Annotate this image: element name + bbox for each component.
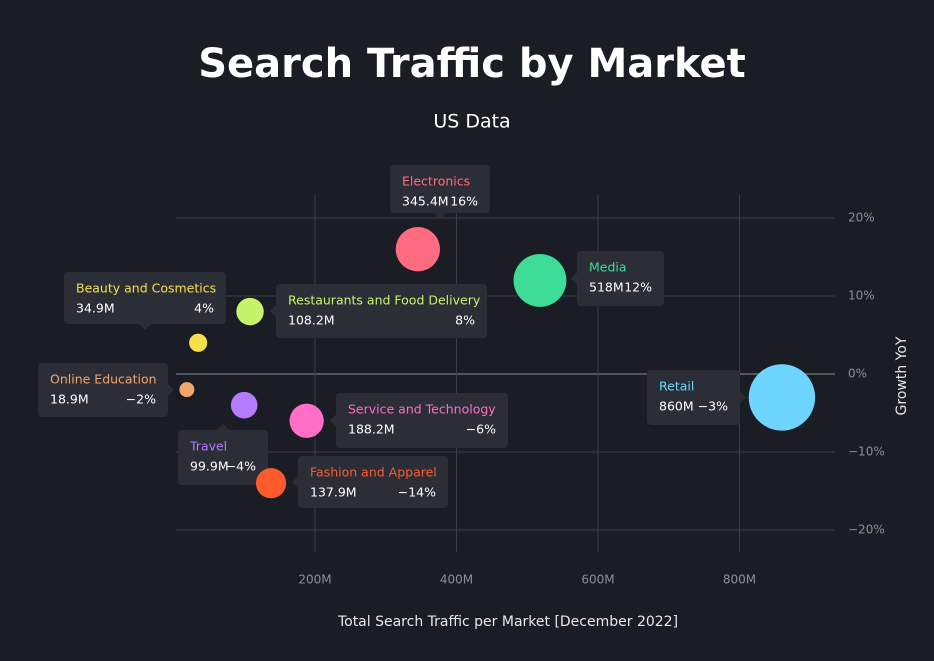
data-label: 99.9M: [190, 459, 229, 474]
data-label: −14%: [398, 485, 436, 500]
callout-box: [336, 393, 508, 448]
data-label: 137.9M: [310, 485, 357, 500]
legend-label: Service and Technology: [348, 402, 496, 417]
callout-box: [390, 165, 490, 213]
y-tick-label: 0%: [848, 367, 867, 381]
x-tick-label: 800M: [723, 573, 756, 587]
bubble: [255, 468, 287, 499]
callout-pointer: [217, 424, 229, 430]
data-label: −3%: [698, 399, 728, 414]
bubble: [189, 333, 208, 352]
data-label: 34.9M: [76, 301, 115, 316]
chart-title: Search Traffic by Market: [198, 41, 746, 87]
callout-pointer: [434, 213, 446, 219]
callout-pointer: [292, 476, 298, 488]
callout-box: [38, 363, 168, 417]
callout-pointer: [139, 324, 151, 330]
chart-subtitle: US Data: [433, 111, 510, 133]
callout-box: [577, 251, 664, 306]
data-label: −2%: [126, 392, 156, 407]
data-label: 8%: [455, 313, 475, 328]
legend-label: Media: [589, 260, 627, 275]
data-label: 518M: [589, 280, 624, 295]
callout-box: [178, 430, 268, 485]
data-label: −6%: [466, 422, 496, 437]
bubble: [236, 297, 264, 326]
bubble: [513, 253, 567, 307]
callout-pointer: [270, 305, 276, 317]
callout-box: [298, 456, 448, 508]
callout-pointer: [740, 391, 746, 404]
legend-label: Retail: [659, 379, 694, 394]
data-label: 12%: [624, 280, 652, 295]
x-tick-label: 200M: [298, 573, 331, 587]
y-tick-label: −20%: [848, 523, 885, 537]
bubble: [748, 364, 816, 431]
legend-label: Restaurants and Food Delivery: [288, 293, 481, 308]
y-tick-label: −10%: [848, 445, 885, 459]
callout-pointer: [571, 272, 577, 285]
data-label: 16%: [450, 194, 478, 209]
data-label: −4%: [226, 459, 256, 474]
callout-pointer: [168, 384, 174, 396]
data-label: 4%: [194, 301, 214, 316]
y-tick-label: 20%: [848, 211, 875, 225]
data-label: 108.2M: [288, 313, 335, 328]
x-tick-label: 600M: [581, 573, 614, 587]
bubble: [395, 227, 441, 272]
callout-pointer: [330, 414, 336, 427]
y-tick-label: 10%: [848, 289, 875, 303]
data-label: 345.4M: [402, 194, 449, 209]
bubble: [230, 391, 258, 419]
bubble: [289, 403, 324, 438]
y-axis-label: Growth YoY: [894, 336, 910, 415]
callout-box: [64, 272, 226, 324]
legend-label: Travel: [189, 439, 227, 454]
callout-box: [276, 284, 487, 338]
legend-label: Online Education: [50, 372, 157, 387]
x-tick-label: 400M: [440, 573, 473, 587]
data-label: 188.2M: [348, 422, 395, 437]
data-label: 18.9M: [50, 392, 89, 407]
legend-label: Beauty and Cosmetics: [76, 281, 216, 296]
legend-label: Electronics: [402, 174, 470, 189]
data-label: 860M: [659, 399, 694, 414]
bubble: [179, 382, 195, 398]
callout-box: [647, 370, 740, 425]
legend-label: Fashion and Apparel: [310, 465, 437, 480]
x-axis-label: Total Search Traffic per Market [Decembe…: [337, 614, 678, 630]
